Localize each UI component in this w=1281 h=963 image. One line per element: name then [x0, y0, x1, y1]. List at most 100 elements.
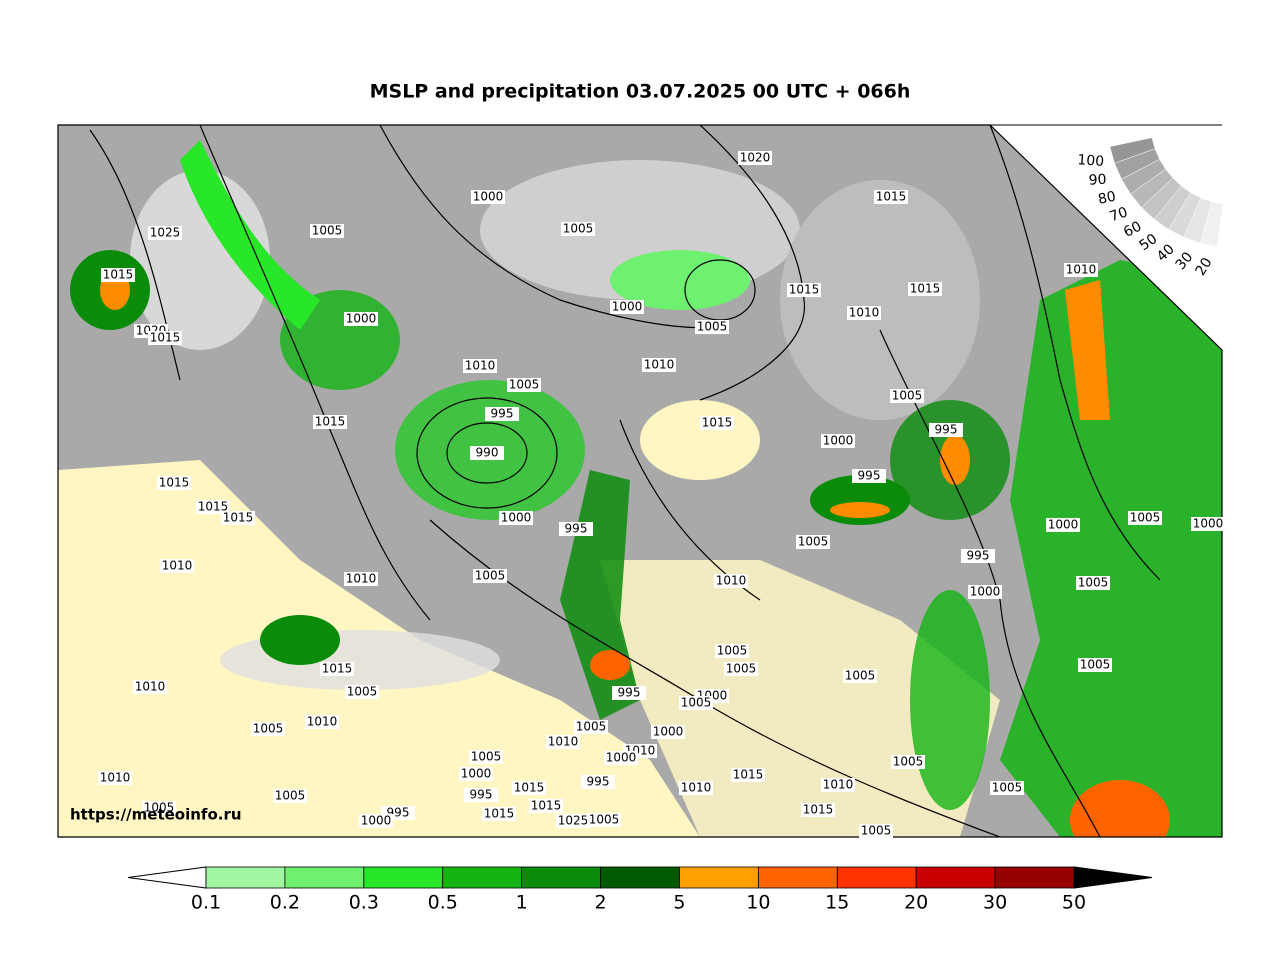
isobar-label-bg	[320, 662, 354, 676]
isobar-label: 1015	[803, 803, 834, 817]
isobar-label-bg	[852, 469, 886, 483]
colorbar-box	[205, 866, 286, 889]
isobar-label-bg	[787, 283, 821, 297]
isobar-label: 1015	[733, 768, 764, 782]
isobar-label-bg	[651, 725, 685, 739]
cloud-scale-label: 80	[1097, 189, 1118, 208]
isobar-label-bg	[1076, 576, 1110, 590]
isobar-label-bg	[305, 715, 339, 729]
isobar-label: 1015	[531, 799, 562, 813]
isobar-label: 1005	[1080, 658, 1111, 672]
isobar-label-bg	[587, 813, 621, 827]
isobar-label: 995	[491, 407, 514, 421]
isobar-label-bg	[473, 569, 507, 583]
isobar-label-bg	[714, 574, 748, 588]
colorbar-tick-label: 10	[746, 892, 770, 914]
isobar-label: 1015	[103, 268, 134, 282]
isobar-label-bg	[612, 686, 646, 700]
isobar-label-bg	[929, 423, 963, 437]
isobar-label-bg	[859, 824, 893, 838]
isobar-label-bg	[98, 771, 132, 785]
cloud-scale-label: 90	[1088, 172, 1107, 189]
isobar-label: 990	[476, 446, 499, 460]
isobar-label: 1005	[253, 722, 284, 736]
isobar-label: 1015	[198, 500, 229, 514]
isobar-label-bg	[556, 814, 590, 828]
isobar-label: 1000	[606, 751, 637, 765]
isobar-label-bg	[160, 559, 194, 573]
isobar-label-bg	[101, 268, 135, 282]
isobar-label: 1005	[563, 222, 594, 236]
isobar-label-bg	[313, 415, 347, 429]
cloud-scale-band	[1199, 201, 1224, 248]
isobar-label: 1005	[798, 535, 829, 549]
isobar-label-bg	[157, 476, 191, 490]
isobar-label: 1015	[150, 331, 181, 345]
isobar-label: 1000	[461, 767, 492, 781]
isobar-label: 1010	[716, 574, 747, 588]
isobar-label: 1015	[702, 416, 733, 430]
isobar-label-bg	[1064, 263, 1098, 277]
isobar-label-bg	[507, 378, 541, 392]
isobar-label: 1015	[223, 511, 254, 525]
isobar-label: 995	[935, 423, 958, 437]
isobar-label: 1005	[347, 685, 378, 699]
isobar-label: 1000	[346, 312, 377, 326]
colorbar-box	[521, 866, 601, 889]
isobar-label-bg	[529, 799, 563, 813]
isobar-label: 1010	[849, 306, 880, 320]
isobar-label-bg	[1128, 511, 1162, 525]
isobar-label: 1010	[346, 572, 377, 586]
isobar-label-bg	[679, 781, 713, 795]
isobar-label: 1005	[144, 801, 175, 815]
isobar-label: 995	[587, 775, 610, 789]
isobar-label-bg	[604, 751, 638, 765]
isobar-label: 1005	[589, 813, 620, 827]
isobar-label-bg	[464, 788, 498, 802]
isobar-label: 1015	[484, 807, 515, 821]
isobar-label-bg	[359, 814, 393, 828]
isobar-label: 1010	[1066, 263, 1097, 277]
isobar-label-bg	[574, 720, 608, 734]
isobar-label: 1000	[501, 511, 532, 525]
colorbar-tick-label: 0.2	[270, 892, 300, 914]
map-frame	[57, 124, 1223, 838]
colorbar-box	[994, 866, 1075, 889]
isobar-label-bg	[559, 522, 593, 536]
map-field	[58, 125, 1222, 837]
isobar-label: 1005	[275, 789, 306, 803]
isobar-label: 1000	[473, 190, 504, 204]
isobar-label: 995	[470, 788, 493, 802]
isobar-label: 1005	[509, 378, 540, 392]
isobar-label: 1015	[159, 476, 190, 490]
isobar-label-bg	[512, 781, 546, 795]
isobar-label: 1005	[576, 720, 607, 734]
colorbar-tick-label: 2	[594, 892, 606, 914]
isobar-label-bg	[891, 755, 925, 769]
isobar-label: 1005	[726, 662, 757, 676]
isobar-label-bg	[724, 662, 758, 676]
isobar-label-bg	[874, 190, 908, 204]
watermark: https://meteoinfo.ru	[70, 806, 242, 824]
isobar-label-bg	[546, 735, 580, 749]
colorbar-tick-label: 0.5	[428, 892, 458, 914]
isobar-label: 1005	[697, 320, 728, 334]
isobar-label-bg	[251, 722, 285, 736]
isobar-label-bg	[642, 358, 676, 372]
isobar-label: 1005	[475, 569, 506, 583]
isobar-label-bg	[847, 306, 881, 320]
isobar-label: 1025	[558, 814, 589, 828]
colorbar-under	[127, 866, 207, 889]
isobar-label: 1010	[465, 359, 496, 373]
colorbar: 0.1 0.2 0.3 0.5 1 2 5 10 15 20 30 50	[127, 866, 1153, 914]
isobar-label-bg	[1191, 517, 1225, 531]
isobar-label: 1015	[315, 415, 346, 429]
isobar-label-bg	[843, 669, 877, 683]
isobar-label-bg	[499, 511, 533, 525]
isobar-label-bg	[968, 585, 1002, 599]
isobar-label-bg	[471, 190, 505, 204]
colorbar-tick-label: 5	[673, 892, 685, 914]
isobar-label: 1015	[876, 190, 907, 204]
isobar-label-bg	[469, 750, 503, 764]
isobar-label: 1005	[992, 781, 1023, 795]
